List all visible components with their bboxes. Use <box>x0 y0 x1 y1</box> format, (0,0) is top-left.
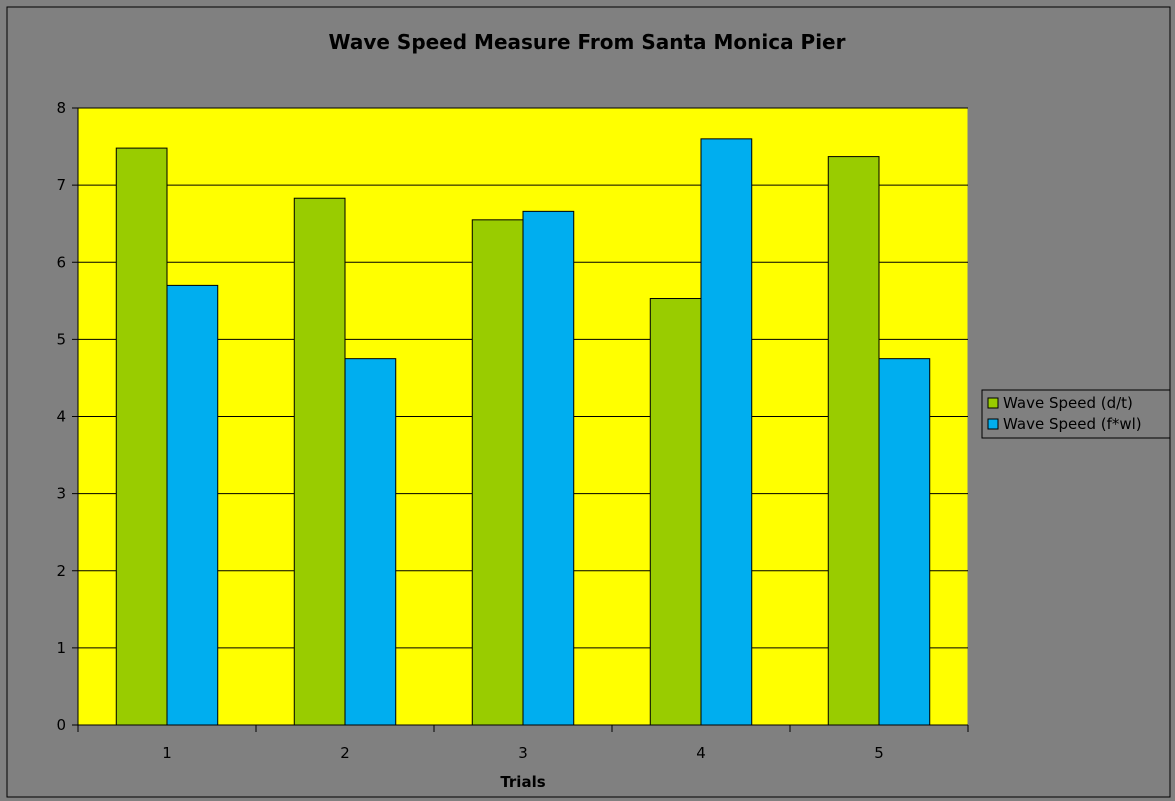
bar-series-1-trial-1 <box>115 147 168 726</box>
y-tick-label: 7 <box>56 176 66 194</box>
y-tick-label: 3 <box>56 485 66 503</box>
x-tick-label: 4 <box>696 744 706 762</box>
x-tick-label: 1 <box>162 744 172 762</box>
y-tick-label: 1 <box>56 639 66 657</box>
bar-series-2-trial-4 <box>700 138 753 726</box>
bar-series-2-trial-5 <box>878 358 931 726</box>
x-axis-title: Trials <box>500 773 545 791</box>
bar-series-2-trial-2 <box>344 358 397 726</box>
bars <box>115 138 931 726</box>
legend-label-wave-speed-dt: Wave Speed (d/t) <box>1003 394 1133 412</box>
bar-series-1-trial-3 <box>471 219 524 726</box>
x-tick-label: 5 <box>874 744 884 762</box>
y-tick-label: 8 <box>56 99 66 117</box>
legend: Wave Speed (d/t) Wave Speed (f*wl) <box>981 389 1171 439</box>
axes: 0 1 2 3 4 5 6 7 8 1 2 3 4 5 <box>56 99 969 762</box>
x-tick-label: 2 <box>340 744 350 762</box>
chart-title: Wave Speed Measure From Santa Monica Pie… <box>329 30 846 54</box>
legend-swatch-wave-speed-fwl <box>987 418 999 430</box>
bar-series-2-trial-1 <box>166 284 219 726</box>
y-tick-label: 2 <box>56 562 66 580</box>
bar-series-1-trial-4 <box>649 297 702 726</box>
legend-label-wave-speed-fwl: Wave Speed (f*wl) <box>1003 415 1142 433</box>
y-tick-label: 4 <box>56 408 66 426</box>
y-tick-label: 0 <box>56 716 66 734</box>
legend-box <box>981 389 1171 439</box>
legend-swatch-wave-speed-dt <box>987 397 999 409</box>
bar-series-2-trial-3 <box>522 210 575 726</box>
x-tick-label: 3 <box>518 744 528 762</box>
y-tick-label: 5 <box>56 330 66 348</box>
bar-series-1-trial-2 <box>293 197 346 726</box>
y-tick-label: 6 <box>56 253 66 271</box>
bar-series-1-trial-5 <box>827 156 880 726</box>
